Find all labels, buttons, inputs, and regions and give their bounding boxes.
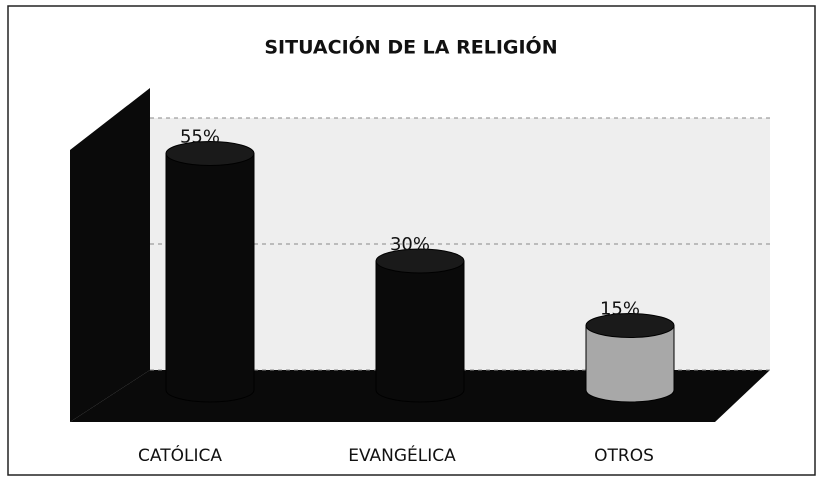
bar bbox=[375, 248, 465, 403]
bar-body bbox=[165, 153, 255, 403]
bar-cap bbox=[375, 248, 465, 274]
value-label: 15% bbox=[600, 299, 640, 320]
bar-cap bbox=[165, 141, 255, 166]
bar bbox=[165, 141, 255, 403]
side-wall bbox=[70, 88, 150, 422]
value-label: 30% bbox=[390, 234, 430, 255]
chart-title: SITUACIÓN DE LA RELIGIÓN bbox=[264, 35, 557, 59]
x-tick-label: CATÓLICA bbox=[138, 444, 222, 466]
bar bbox=[585, 313, 675, 403]
bar-body bbox=[375, 260, 465, 403]
x-tick-label: OTROS bbox=[594, 446, 654, 466]
bar-cap bbox=[585, 313, 675, 338]
bar-body bbox=[585, 325, 675, 403]
x-tick-label: EVANGÉLICA bbox=[348, 444, 456, 466]
value-label: 55% bbox=[180, 127, 220, 148]
